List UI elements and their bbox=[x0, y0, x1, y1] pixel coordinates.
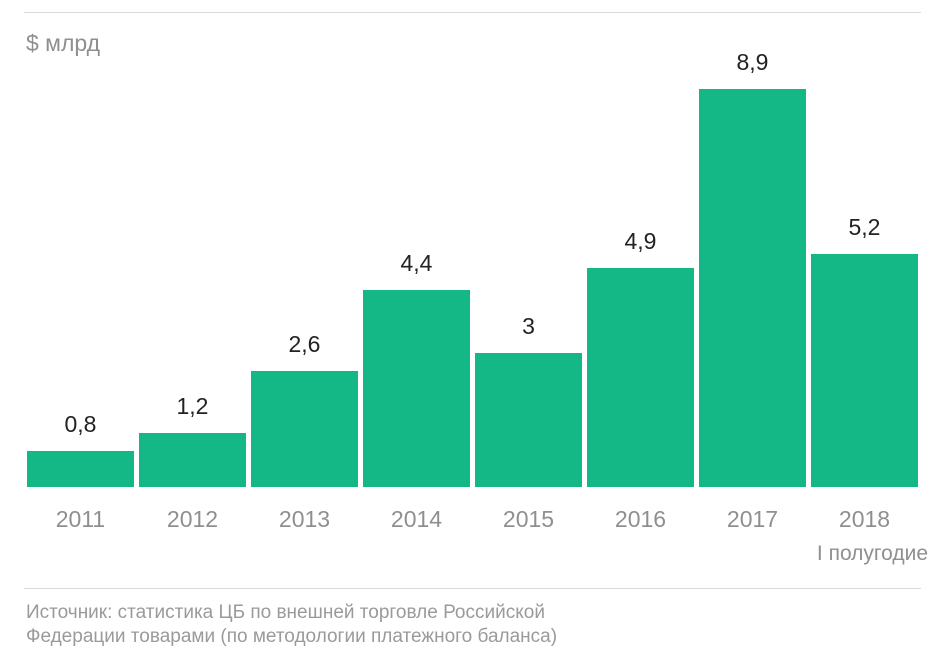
unit-label: $ млрд bbox=[26, 30, 101, 56]
bar-plot: 0,8 1,2 2,6 4,4 3 4,9 8,9 5,2 bbox=[27, 49, 919, 487]
value-label: 5,2 bbox=[848, 214, 881, 240]
x-tick-label: 2016 bbox=[614, 506, 667, 532]
bottom-rule bbox=[24, 588, 921, 589]
bar-2013 bbox=[251, 371, 358, 487]
source-line-2: Федерации товарами (по методологии плате… bbox=[26, 626, 558, 647]
half-year-note: I полугодие bbox=[816, 542, 928, 565]
bar-2018 bbox=[811, 254, 918, 487]
x-tick-label: 2018 bbox=[838, 506, 891, 532]
bar-2017 bbox=[699, 89, 806, 487]
x-tick-label: 2015 bbox=[502, 506, 555, 532]
value-label: 8,9 bbox=[736, 49, 769, 75]
source-note: Источник: статистика ЦБ по внешней торго… bbox=[26, 601, 806, 649]
value-label: 4,4 bbox=[400, 250, 433, 276]
x-tick-label: 2017 bbox=[726, 506, 779, 532]
x-tick-label: 2013 bbox=[278, 506, 331, 532]
bar-2014 bbox=[363, 290, 470, 487]
value-label: 0,8 bbox=[64, 411, 97, 437]
x-tick-label: 2012 bbox=[166, 506, 219, 532]
x-tick-label: 2014 bbox=[390, 506, 443, 532]
bar-2016 bbox=[587, 268, 694, 487]
bar-2015 bbox=[475, 353, 582, 487]
value-label: 4,9 bbox=[624, 228, 657, 254]
value-label: 1,2 bbox=[176, 393, 209, 419]
bar-2012 bbox=[139, 433, 246, 487]
bar-2011 bbox=[27, 451, 134, 487]
value-label: 2,6 bbox=[288, 331, 321, 357]
top-rule bbox=[24, 12, 921, 13]
x-tick-label: 2011 bbox=[55, 506, 106, 532]
value-label: 3 bbox=[522, 313, 535, 339]
source-line-1: Источник: статистика ЦБ по внешней торго… bbox=[26, 602, 545, 623]
